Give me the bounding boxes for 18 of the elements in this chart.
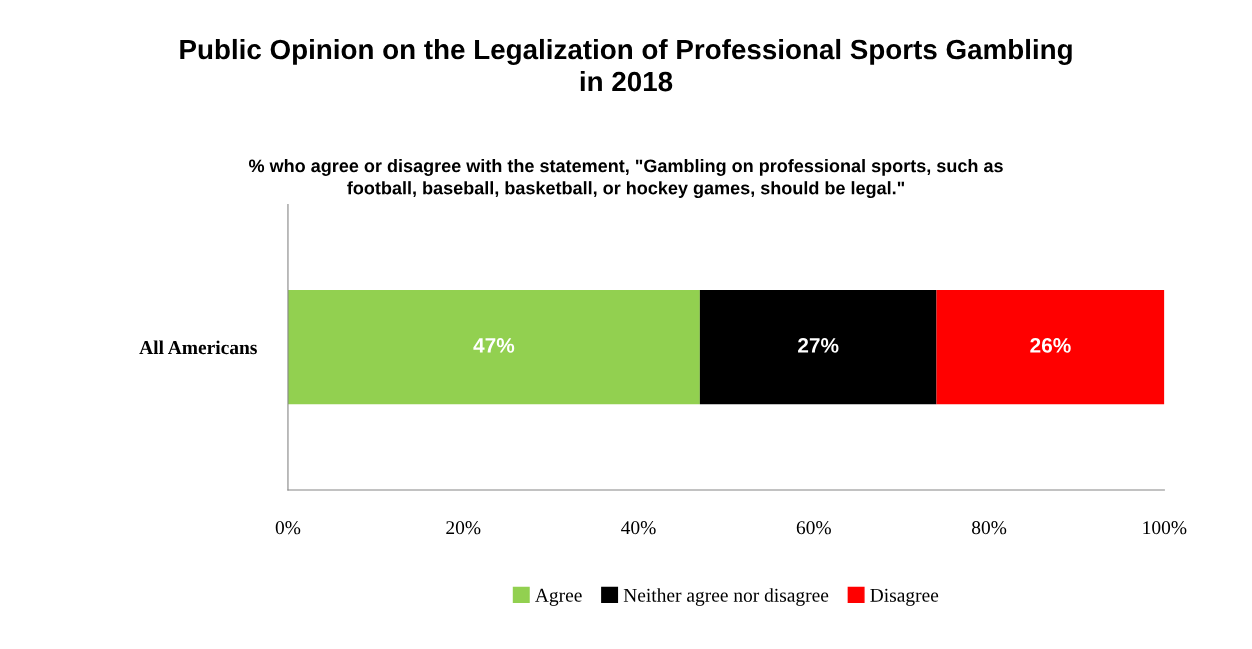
legend-label: Disagree — [870, 588, 939, 606]
x-tick-label: 20% — [446, 521, 481, 535]
legend-label: Neither agree nor disagree — [623, 588, 829, 606]
chart-title: Public Opinion on the Legalization of Professional Sports Gambling in 2018 — [180, 38, 1072, 92]
data-label: 27% — [798, 338, 839, 353]
data-label: 26% — [1030, 338, 1071, 353]
legend-label: Agree — [535, 588, 582, 606]
x-tick-label: 80% — [972, 521, 1007, 535]
data-label: 47% — [473, 338, 515, 353]
bar — [936, 290, 1165, 405]
x-tick-label: 60% — [796, 521, 831, 535]
bar — [699, 290, 937, 405]
chart-subtitle: % who agree or disagree with the statement, "Gambling on professional sports, such as football, baseball, basketball, or hockey games, should be legal." — [248, 159, 1003, 199]
x-tick-label: 100% — [1143, 521, 1187, 535]
y-tick-label: All Americans — [139, 340, 257, 355]
bar — [287, 290, 700, 405]
x-tick-label: 0% — [275, 521, 301, 535]
x-tick-label: 40% — [621, 521, 656, 535]
